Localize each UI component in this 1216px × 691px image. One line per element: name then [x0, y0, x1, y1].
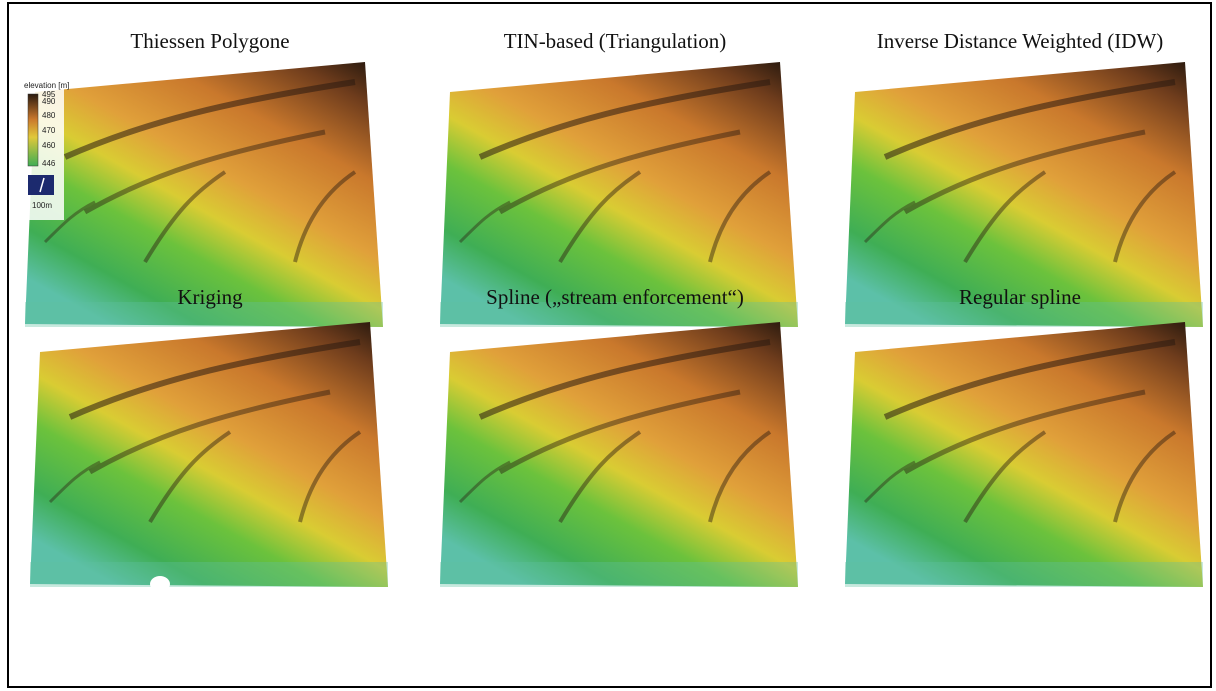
panel-title: Inverse Distance Weighted (IDW) [877, 29, 1164, 53]
panel-title: Kriging [177, 285, 243, 309]
legend: elevation [m] 495 490 480 470 460 446 10… [22, 78, 69, 220]
legend-tick: 490 [42, 97, 56, 106]
figure: Thiessen Polygone TIN-based (Triangulati… [0, 0, 1216, 691]
terrain-image [440, 322, 798, 587]
legend-title: elevation [m] [24, 81, 69, 90]
terrain-image [845, 322, 1203, 587]
scale-label: 100m [32, 201, 52, 210]
gap [150, 576, 170, 592]
legend-tick: 480 [42, 111, 56, 120]
figure-canvas: Thiessen Polygone TIN-based (Triangulati… [0, 0, 1216, 691]
panel-title: TIN-based (Triangulation) [504, 29, 727, 53]
panel-title: Spline („stream enforcement“) [486, 285, 744, 309]
panel-title: Thiessen Polygone [130, 29, 289, 53]
legend-tick: 446 [42, 159, 56, 168]
legend-tick: 460 [42, 141, 56, 150]
panel-title: Regular spline [959, 285, 1081, 309]
terrain-image [30, 322, 388, 587]
legend-tick: 470 [42, 126, 56, 135]
